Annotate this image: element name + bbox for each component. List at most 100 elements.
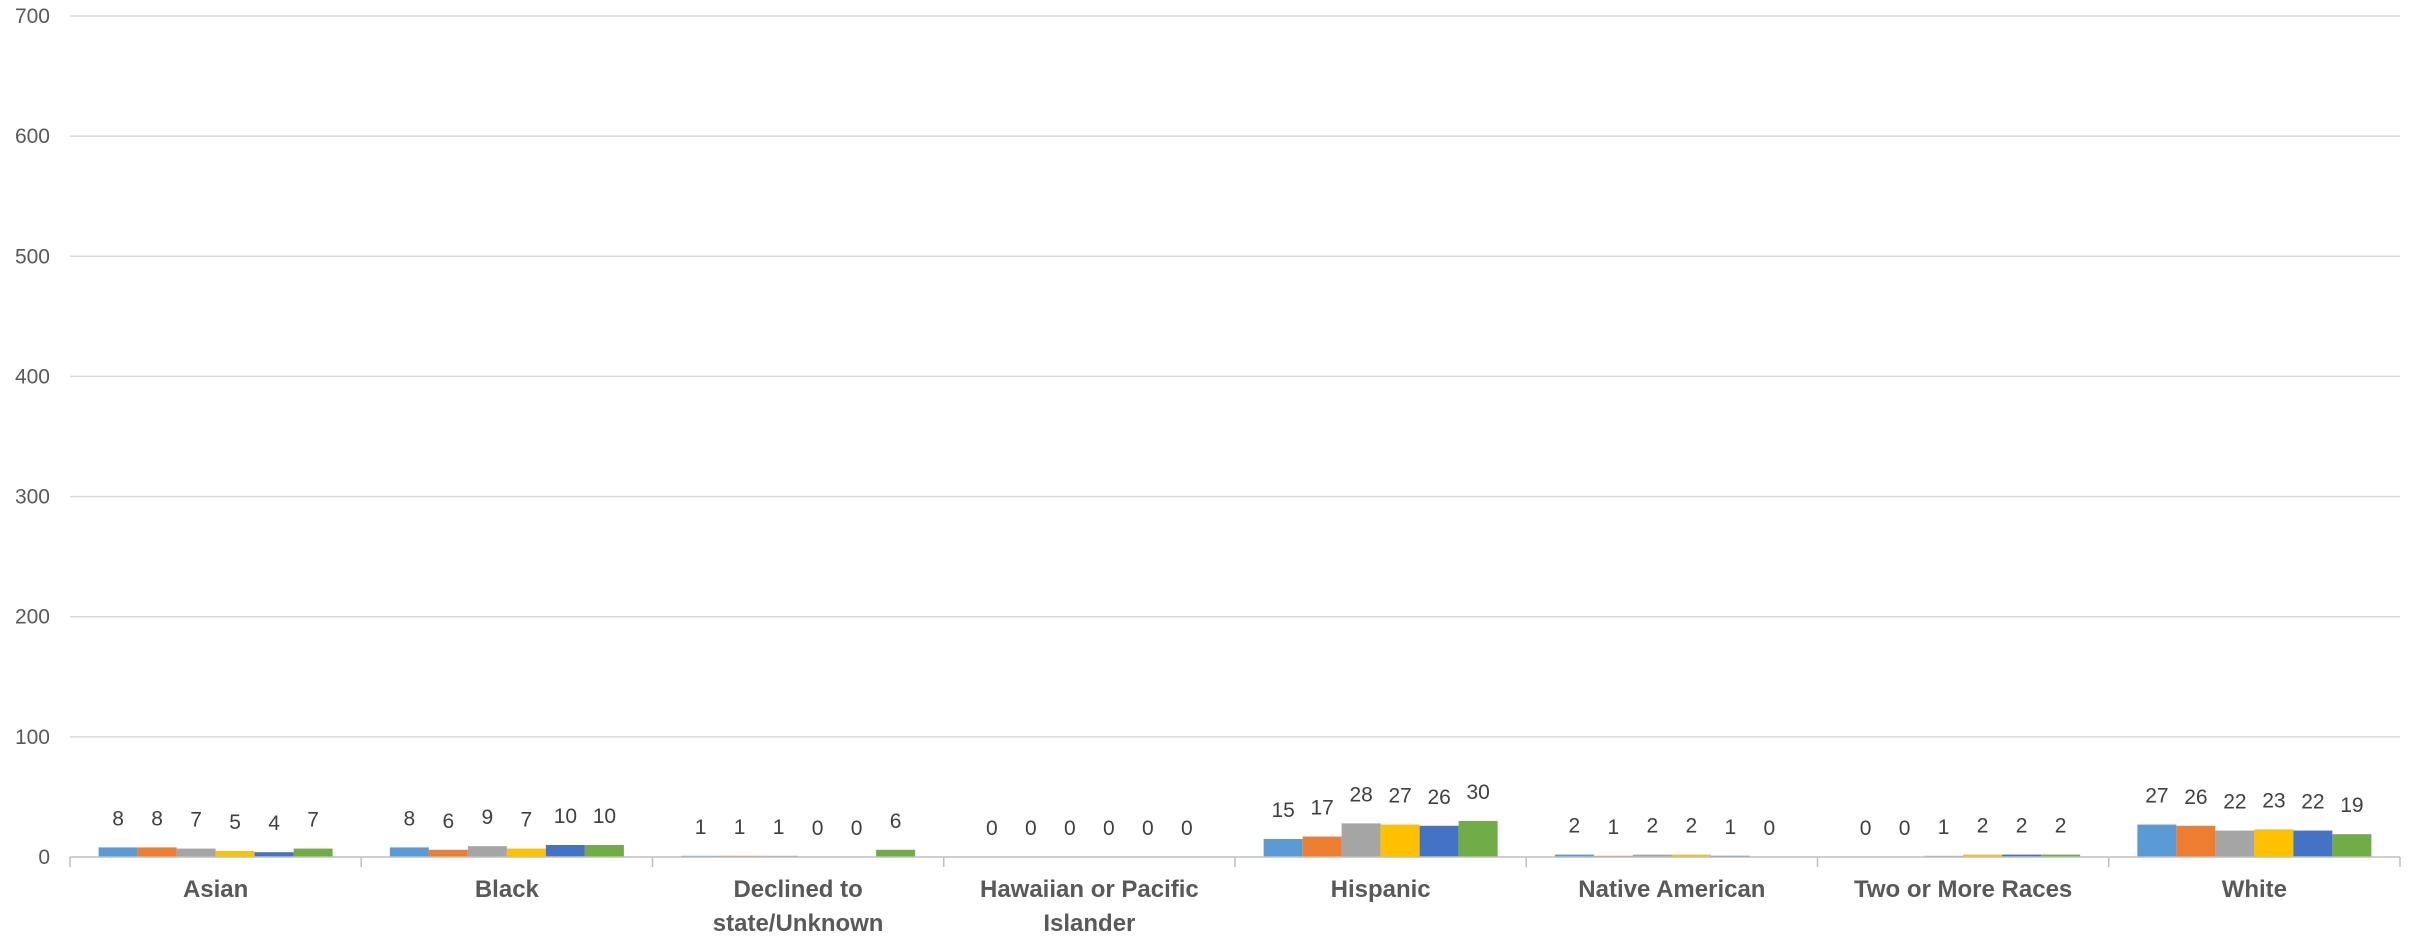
data-label: 22: [2301, 791, 2324, 814]
bar: [2041, 854, 2081, 857]
data-label: 0: [1899, 817, 1911, 840]
bar: [2215, 830, 2255, 857]
bar: [2332, 834, 2372, 857]
x-category-label: state/Unknown: [713, 910, 884, 937]
x-category-label: White: [2222, 876, 2287, 903]
data-label: 2: [2055, 815, 2067, 838]
x-category-label: Islander: [1043, 910, 1135, 937]
data-label: 27: [2145, 785, 2168, 808]
data-label: 0: [986, 817, 998, 840]
data-label: 7: [521, 809, 533, 832]
bar: [176, 848, 216, 857]
data-label: 2: [1569, 815, 1581, 838]
x-category-label: Asian: [183, 876, 248, 903]
data-label: 2: [1647, 815, 1659, 838]
bar: [389, 847, 429, 857]
bar: [2176, 825, 2216, 857]
bar: [1458, 820, 1498, 857]
y-tick-label: 600: [15, 125, 50, 148]
bar: [98, 847, 138, 857]
bar: [215, 850, 255, 857]
data-label: 1: [695, 816, 707, 839]
data-label: 26: [1427, 786, 1450, 809]
x-axis: [69, 856, 2401, 867]
data-label: 0: [1064, 817, 1076, 840]
bar: [1380, 824, 1420, 857]
y-tick-label: 500: [15, 245, 50, 268]
data-label: 0: [1025, 817, 1037, 840]
data-label: 23: [2262, 789, 2285, 812]
data-label: 2: [1977, 815, 1989, 838]
x-axis-category-labels: Asian Black Declined to state/Unknown Hawaii…: [183, 876, 2287, 937]
x-category-label: Declined to: [733, 876, 862, 903]
bar: [293, 848, 333, 857]
x-category-label: Native American: [1578, 876, 1765, 903]
data-label: 30: [1466, 781, 1489, 804]
bar: [1263, 838, 1303, 857]
y-tick-label: 200: [15, 606, 50, 629]
data-label: 27: [1388, 785, 1411, 808]
data-label: 28: [1349, 783, 1372, 806]
data-label: 0: [812, 817, 824, 840]
data-label: 0: [1764, 817, 1776, 840]
data-label: 4: [268, 812, 280, 835]
data-label: 1: [1938, 816, 1950, 839]
bar: [545, 844, 585, 857]
data-label: 0: [851, 817, 863, 840]
data-label: 19: [2340, 794, 2363, 817]
data-label: 7: [190, 809, 202, 832]
data-label: 8: [151, 807, 163, 830]
bar: [254, 852, 294, 857]
y-tick-label: 100: [15, 726, 50, 749]
x-category-label: Two or More Races: [1854, 876, 2072, 903]
y-tick-label: 0: [38, 846, 50, 869]
bar: [506, 848, 546, 857]
data-label: 10: [593, 805, 616, 828]
data-label: 2: [1686, 815, 1698, 838]
data-label: 2: [2016, 815, 2028, 838]
data-label: 0: [1142, 817, 1154, 840]
gridlines: [70, 15, 2400, 738]
data-label: 10: [554, 805, 577, 828]
bar: [2002, 854, 2042, 857]
bar: [1554, 854, 1594, 857]
data-label: 0: [1860, 817, 1872, 840]
data-label: 6: [443, 810, 455, 833]
bar: [1302, 836, 1342, 857]
bar: [1963, 854, 2003, 857]
bar: [2293, 830, 2333, 857]
bar: [467, 846, 507, 857]
x-category-label: Black: [475, 876, 540, 903]
data-label: 8: [404, 807, 416, 830]
bar: [876, 849, 916, 857]
x-category-label: Hispanic: [1331, 876, 1431, 903]
bar: [1419, 825, 1459, 857]
data-label: 1: [1608, 816, 1620, 839]
y-tick-label: 300: [15, 486, 50, 509]
y-tick-label: 400: [15, 365, 50, 388]
data-label: 1: [734, 816, 746, 839]
data-label: 7: [307, 809, 319, 832]
data-label: 0: [1103, 817, 1115, 840]
data-label: 26: [2184, 786, 2207, 809]
data-label: 6: [890, 810, 902, 833]
bar: [2137, 824, 2177, 857]
bar: [1341, 823, 1381, 857]
bar: [584, 844, 624, 857]
bar: [1671, 854, 1711, 857]
bars: [98, 820, 2372, 857]
bar: [137, 847, 177, 857]
y-axis-tick-labels: 0 100 200 300 400 500 600 700: [15, 5, 50, 869]
data-label: 8: [112, 807, 124, 830]
data-label: 5: [229, 811, 241, 834]
data-label: 15: [1271, 799, 1294, 822]
bar: [2254, 829, 2294, 857]
x-category-label: Hawaiian or Pacific: [980, 876, 1199, 903]
data-label: 9: [482, 806, 494, 829]
data-label: 0: [1181, 817, 1193, 840]
data-label: 22: [2223, 791, 2246, 814]
data-label: 1: [773, 816, 785, 839]
data-label: 17: [1310, 797, 1333, 820]
